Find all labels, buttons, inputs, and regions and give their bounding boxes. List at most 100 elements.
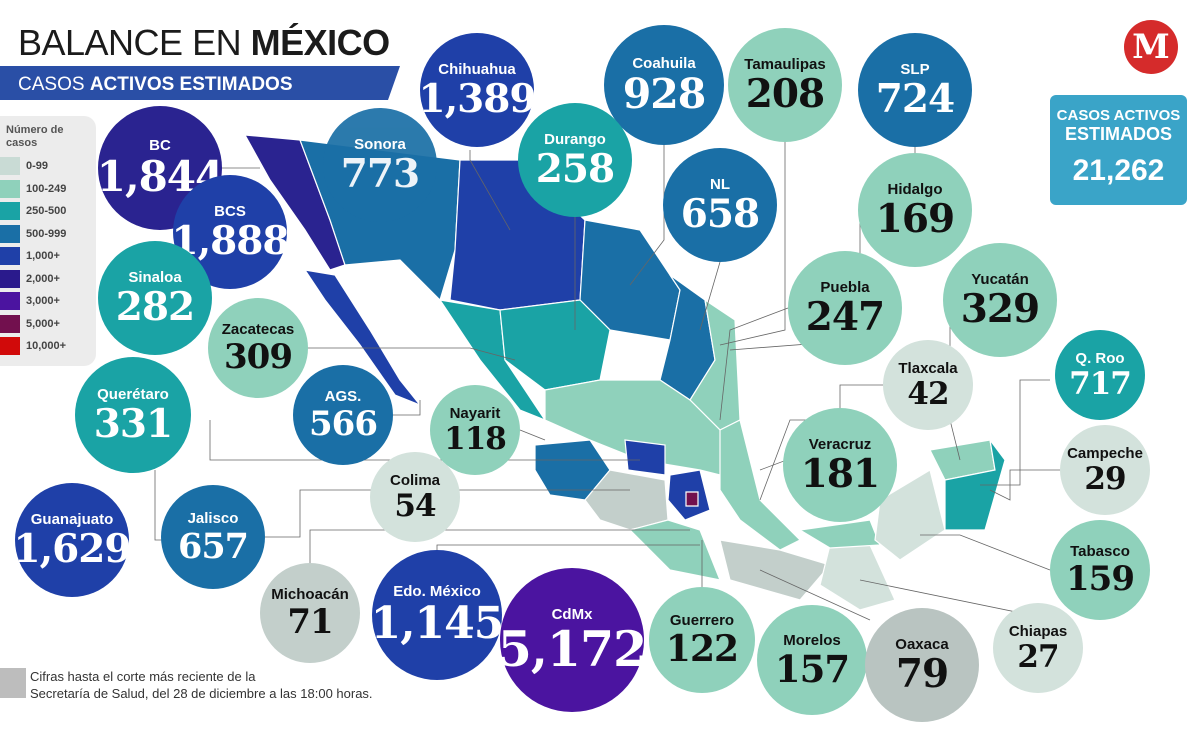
- footnote-line-2: Secretaría de Salud, del 28 de diciembre…: [30, 686, 373, 701]
- legend-swatch: [0, 314, 20, 333]
- state-bubble: Q. Roo 717: [1055, 330, 1145, 420]
- state-bubble: Durango 258: [518, 103, 632, 217]
- state-bubble: Zacatecas 309: [208, 298, 308, 398]
- legend-item: 2,000+: [0, 269, 60, 289]
- state-bubble: Puebla 247: [788, 251, 902, 365]
- map-region-guanajuato: [624, 439, 666, 476]
- total-label-1: CASOS ACTIVOS: [1056, 107, 1181, 124]
- state-name: BC: [149, 137, 171, 154]
- state-name: Yucatán: [971, 270, 1029, 288]
- legend-swatch: [0, 179, 20, 198]
- state-value: 169: [875, 195, 955, 242]
- map-region-tabasco: [798, 519, 881, 549]
- state-name: AGS.: [324, 388, 362, 405]
- map-region-qroo: [944, 439, 1006, 531]
- state-name: Veracruz: [808, 435, 872, 453]
- state-bubble: Coahuila 928: [604, 25, 724, 145]
- title-light: BALANCE EN: [18, 22, 242, 63]
- state-name: Chihuahua: [438, 60, 516, 78]
- legend-label: 1,000+: [26, 250, 60, 262]
- state-name: Coahuila: [632, 54, 696, 72]
- legend-item: 5,000+: [0, 314, 60, 334]
- page-subtitle: CASOS ACTIVOS ESTIMADOS: [18, 74, 293, 96]
- state-name: Sinaloa: [128, 268, 182, 286]
- map-region-campeche: [874, 469, 946, 561]
- state-name: Campeche: [1067, 444, 1143, 462]
- title-bold: MÉXICO: [250, 22, 391, 63]
- legend-swatch: [0, 157, 20, 175]
- state-name: Michoacán: [271, 586, 349, 603]
- footnote-line-1: Cifras hasta el corte más reciente de la: [30, 669, 256, 684]
- state-value: 29: [1084, 460, 1126, 497]
- state-bubble: Guanajuato 1,629: [13, 483, 132, 597]
- state-name: Chiapas: [1008, 622, 1068, 640]
- legend-item: 1,000+: [0, 246, 60, 266]
- state-value: 717: [1069, 365, 1132, 402]
- state-value: 724: [875, 75, 955, 122]
- legend-item: 100-249: [0, 179, 66, 199]
- state-bubble: Tlaxcala 42: [883, 340, 973, 430]
- state-value: 159: [1066, 559, 1135, 599]
- state-bubble: Hidalgo 169: [858, 153, 972, 267]
- footnote: Cifras hasta el corte más reciente de la…: [30, 668, 373, 702]
- state-name: NL: [710, 175, 730, 193]
- state-value: 1,145: [370, 598, 505, 649]
- state-value: 928: [622, 69, 707, 118]
- state-bubble: Campeche 29: [1060, 425, 1150, 515]
- state-name: Morelos: [783, 631, 841, 649]
- state-value: 658: [680, 190, 760, 237]
- legend-label: 0-99: [26, 160, 49, 172]
- legend-label: 2,000+: [26, 272, 60, 285]
- legend-item: 250-500: [0, 201, 66, 221]
- state-value: 54: [394, 487, 436, 524]
- map-region-guerrero: [628, 519, 721, 581]
- state-bubble: Chiapas 27: [993, 603, 1083, 693]
- state-name: Colima: [389, 471, 440, 489]
- state-bubble: SLP 724: [858, 33, 972, 147]
- state-bubble: Edo. México 1,145: [370, 550, 505, 680]
- total-box: CASOS ACTIVOS ESTIMADOS 21,262: [1050, 95, 1187, 205]
- state-name: Hidalgo: [887, 180, 943, 198]
- legend-item: 10,000+: [0, 336, 66, 356]
- state-value: 282: [115, 283, 195, 330]
- state-value: 258: [535, 145, 615, 192]
- state-name: Guerrero: [669, 612, 735, 629]
- state-bubble: Tabasco 159: [1050, 520, 1150, 620]
- state-value: 79: [895, 650, 949, 697]
- state-value: 773: [340, 150, 420, 197]
- subtitle-bold: ACTIVOS ESTIMADOS: [89, 74, 293, 95]
- state-value: 1,389: [418, 75, 536, 122]
- state-value: 27: [1017, 638, 1059, 675]
- state-bubble: Tamaulipas 208: [728, 28, 842, 142]
- state-name: Nayarit: [449, 404, 501, 422]
- state-name: Tamaulipas: [744, 55, 826, 73]
- total-label-2: ESTIMADOS: [1064, 124, 1172, 144]
- legend-swatch: [0, 202, 20, 220]
- state-value: 309: [224, 337, 293, 377]
- state-bubble: Sinaloa 282: [98, 241, 212, 355]
- page-title: BALANCE EN MÉXICO: [18, 22, 390, 64]
- legend-label: 100-249: [26, 182, 67, 195]
- map-region-oaxaca: [719, 539, 832, 601]
- legend-item: 500-999: [0, 224, 66, 244]
- state-bubble: Morelos 157: [757, 605, 867, 715]
- legend-label: 10,000+: [26, 340, 67, 352]
- state-bubble: Querétaro 331: [75, 357, 191, 473]
- state-value: 118: [444, 420, 507, 457]
- state-bubble: Nayarit 118: [430, 385, 520, 475]
- state-name: CdMx: [551, 605, 593, 623]
- state-name: SLP: [900, 60, 930, 78]
- state-value: 329: [960, 285, 1040, 332]
- state-name: Zacatecas: [221, 321, 295, 338]
- state-value: 566: [309, 404, 378, 444]
- map-region-chiapas: [819, 544, 896, 611]
- legend-label: 500-999: [26, 227, 67, 240]
- state-bubble: Guerrero 122: [649, 587, 755, 693]
- milenio-logo: M: [1124, 20, 1178, 74]
- legend-swatch: [0, 337, 20, 355]
- state-bubble: Michoacán 71: [260, 563, 360, 663]
- state-name: Guanajuato: [30, 510, 114, 528]
- state-bubble: Jalisco 657: [161, 485, 265, 589]
- legend: Número de casos 0-99 100-249 250-500 500-99…: [0, 116, 96, 366]
